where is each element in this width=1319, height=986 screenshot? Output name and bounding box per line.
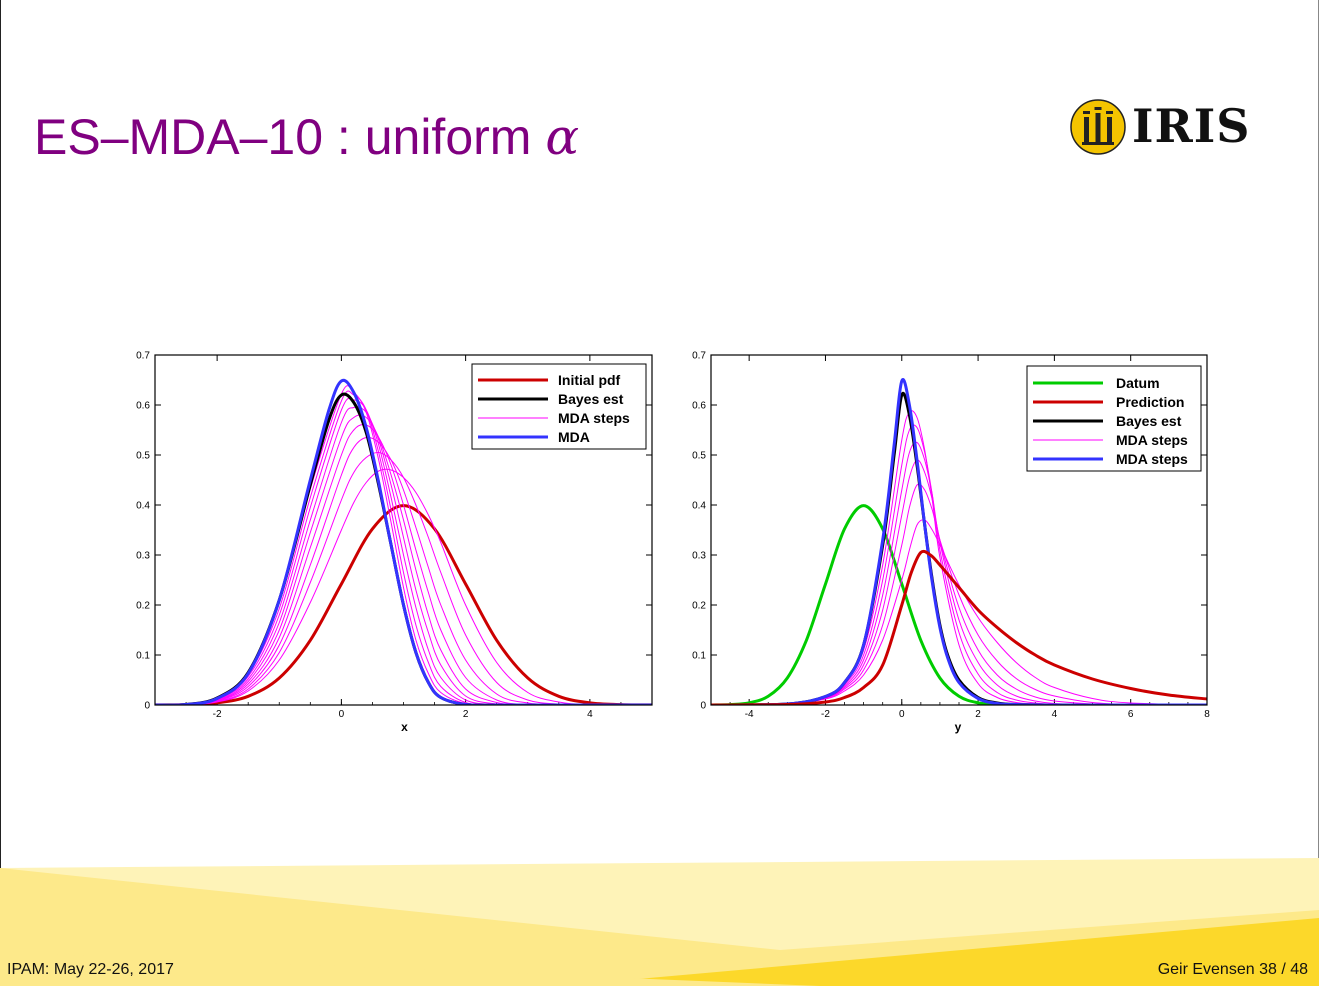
series-line-mda-steps	[711, 459, 1207, 705]
legend-label: Initial pdf	[558, 372, 621, 388]
series-line-mda-steps	[711, 483, 1207, 705]
x-axis-title: y	[955, 720, 962, 734]
series-line-mda-steps	[155, 397, 652, 705]
legend-label: Prediction	[1116, 394, 1184, 410]
y-tick-label: 0.4	[692, 501, 706, 512]
series-line-mda-steps	[155, 436, 652, 705]
series-line-datum	[711, 504, 1207, 705]
x-tick-label: 6	[1128, 709, 1134, 720]
y-tick-label: 0.3	[136, 551, 150, 562]
series-line-mda-steps	[711, 378, 1207, 705]
iris-logo: IRIS	[1070, 97, 1250, 159]
legend-label: Datum	[1116, 375, 1160, 391]
y-tick-label: 0.6	[692, 401, 706, 412]
chart-y-pdf: 0 0.1 0.2 0.3 0.4 0.5 0.6 0.7 -4 -2 0 2 4 6 8 y Datum Pre…	[692, 351, 1210, 735]
legend: Initial pdf Bayes est MDA steps MDA	[471, 363, 647, 450]
x-tick-label: -4	[745, 709, 754, 720]
y-tick-label: 0.2	[692, 601, 706, 612]
x-tick-label: 2	[463, 709, 469, 720]
series-line-mda-steps	[155, 414, 652, 705]
footer-event: IPAM: May 22-26, 2017	[7, 961, 174, 978]
series-line-prediction	[711, 549, 1207, 705]
slide-frame-left	[0, 0, 1, 986]
series-line-mda-steps	[155, 424, 652, 705]
chart-x-pdf: 0 0.1 0.2 0.3 0.4 0.5 0.6 0.7 -2 0 2 4 x Initial pdf B…	[136, 351, 653, 734]
x-tick-label: 0	[339, 709, 345, 720]
y-tick-label: 0.7	[136, 351, 150, 362]
x-axis-title: x	[401, 720, 408, 734]
y-tick-label: 0.5	[692, 451, 706, 462]
x-tick-label: 4	[1052, 709, 1058, 720]
y-tick-label: 0.7	[692, 351, 706, 362]
slide-title-text: ES–MDA–10 : uniform	[34, 109, 546, 165]
series-line-mda-steps	[711, 519, 1207, 705]
plot-frame	[710, 354, 1208, 706]
series-line-mda-steps	[711, 441, 1207, 705]
footer-decoration	[0, 858, 1319, 986]
plot-frame	[154, 354, 653, 706]
legend-box	[471, 363, 647, 450]
y-tick-label: 0	[700, 701, 706, 712]
slide-title-alpha: α	[545, 108, 580, 166]
y-tick-label: 0.1	[692, 651, 706, 662]
y-tick-label: 0.1	[136, 651, 150, 662]
y-tick-label: 0	[144, 701, 150, 712]
y-tick-label: 0.5	[136, 451, 150, 462]
y-tick-label: 0.6	[136, 401, 150, 412]
y-tick-label: 0.2	[136, 601, 150, 612]
y-tick-label: 0.3	[692, 551, 706, 562]
x-tick-label: -2	[821, 709, 830, 720]
x-tick-label: -2	[213, 709, 222, 720]
x-tick-label: 0	[899, 709, 905, 720]
x-tick-label: 2	[975, 709, 981, 720]
series-line-mda-steps	[155, 468, 652, 705]
iris-logo-text: IRIS	[1132, 99, 1251, 153]
legend-label: MDA steps	[1116, 432, 1188, 448]
slide-title: ES–MDA–10 : uniform α	[34, 108, 579, 166]
legend-label: Bayes est	[1116, 413, 1182, 429]
x-tick-label: 4	[587, 709, 593, 720]
legend-label: Bayes est	[558, 391, 624, 407]
x-tick-label: 8	[1204, 709, 1210, 720]
footer-author-page: Geir Evensen 38 / 48	[1157, 961, 1308, 978]
legend: Datum Prediction Bayes est MDA steps MDA ste…	[1026, 365, 1202, 472]
y-tick-label: 0.4	[136, 501, 150, 512]
iris-logo-emblem-icon	[1070, 99, 1126, 155]
legend-label: MDA	[558, 429, 590, 445]
legend-label: MDA steps	[1116, 451, 1188, 467]
legend-label: MDA steps	[558, 410, 630, 426]
